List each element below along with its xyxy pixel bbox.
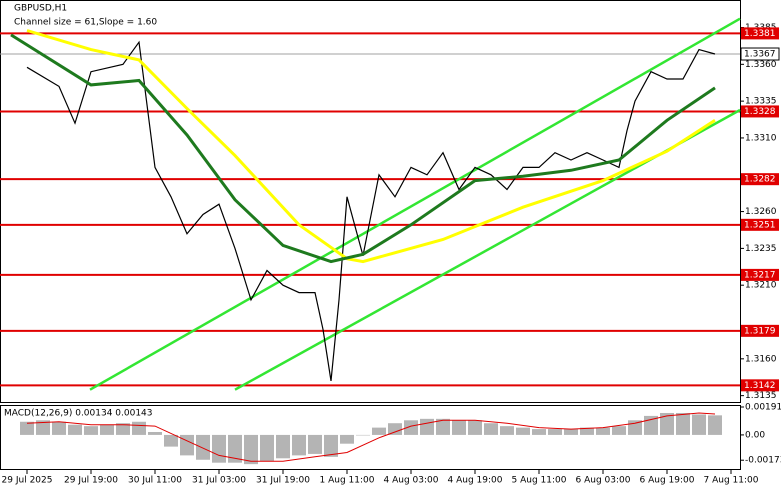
macd-bar <box>68 424 82 435</box>
macd-title: MACD(12,26,9) 0.00134 0.00143 <box>4 409 153 419</box>
macd-bar <box>484 423 498 435</box>
x-tick-label: 5 Aug 11:00 <box>512 476 567 486</box>
macd-bar <box>196 434 210 460</box>
y-tick-label: 1.3160 <box>745 354 777 364</box>
macd-bar <box>660 412 674 435</box>
macd-bar <box>468 420 482 435</box>
y-tick-label: 1.3260 <box>745 207 777 217</box>
macd-bar <box>452 420 466 435</box>
level-label: 1.3251 <box>744 220 776 230</box>
y-tick-label: 1.3360 <box>745 60 777 70</box>
y-tick-label: 1.3235 <box>745 244 777 254</box>
x-tick-label: 6 Aug 03:00 <box>576 476 631 486</box>
macd-bar <box>36 420 50 435</box>
level-tag <box>741 27 779 40</box>
macd-bar <box>436 418 450 435</box>
level-label: 1.3179 <box>744 326 776 336</box>
macd-bar <box>708 415 722 435</box>
macd-bar <box>340 434 354 444</box>
level-tag <box>741 379 779 392</box>
macd-bar <box>180 434 194 456</box>
macd-bar <box>596 427 610 435</box>
y-tick-label: -0.00173 <box>745 456 781 466</box>
y-tick-label: 1.3310 <box>745 133 777 143</box>
chart-title: GBPUSD,H1 <box>14 4 67 14</box>
x-tick-label: 7 Aug 11:00 <box>704 476 759 486</box>
macd-bar <box>324 434 338 457</box>
y-tick-label: 1.3210 <box>745 281 777 291</box>
macd-bar <box>388 423 402 435</box>
level-tag <box>741 218 779 231</box>
y-tick-label: 1.3335 <box>745 97 777 107</box>
x-tick-label: 29 Jul 19:00 <box>64 476 118 486</box>
x-tick-label: 31 Jul 03:00 <box>192 476 246 486</box>
signal-line <box>26 412 716 462</box>
level-tag <box>740 47 780 61</box>
x-tick-label: 4 Aug 19:00 <box>448 476 503 486</box>
x-tick-label: 31 Jul 19:00 <box>256 476 310 486</box>
price-line <box>26 40 716 381</box>
macd-bar <box>244 434 258 465</box>
x-tick-label: 1 Aug 11:00 <box>320 476 375 486</box>
macd-bar <box>612 426 626 435</box>
macd-bar <box>292 434 306 456</box>
macd-bar <box>420 418 434 435</box>
macd-bar <box>212 434 226 463</box>
macd-bar <box>52 421 66 435</box>
macd-bar <box>84 426 98 435</box>
chart-subtitle: Channel size = 61,Slope = 1.60 <box>14 18 157 28</box>
x-tick-label: 30 Jul 11:00 <box>128 476 182 486</box>
y-tick-label: 1.3135 <box>745 391 777 401</box>
level-label: 1.3328 <box>744 107 776 117</box>
level-label: 1.3381 <box>744 29 776 39</box>
level-label: 1.3367 <box>744 50 776 60</box>
macd-bar <box>148 431 162 435</box>
macd-bar <box>228 434 242 463</box>
level-label: 1.3282 <box>744 175 776 185</box>
level-tag <box>741 173 779 186</box>
macd-bar <box>500 426 514 435</box>
y-tick-label: 0.00191 <box>745 403 781 413</box>
macd-bar <box>260 434 274 462</box>
macd-bar <box>308 434 322 454</box>
moving-average <box>10 33 716 264</box>
macd-bar <box>564 429 578 435</box>
macd-bar <box>132 421 146 435</box>
macd-bar <box>372 427 386 435</box>
macd-bar <box>516 427 530 435</box>
macd-bar <box>20 421 34 435</box>
x-tick-label: 4 Aug 03:00 <box>384 476 439 486</box>
macd-panel <box>0 405 741 470</box>
price-panel <box>0 0 741 403</box>
macd-bar <box>532 429 546 435</box>
macd-bar <box>100 424 114 435</box>
level-label: 1.3217 <box>744 270 776 280</box>
macd-bar <box>164 434 178 447</box>
level-tag <box>741 268 779 281</box>
macd-bar <box>276 434 290 459</box>
level-tag <box>741 324 779 337</box>
macd-bar <box>692 414 706 435</box>
macd-bar <box>404 420 418 435</box>
level-tag <box>741 105 779 118</box>
plot: 1.33851.33601.33351.33101.32601.32351.32… <box>0 17 781 486</box>
x-tick-label: 29 Jul 2025 <box>2 476 53 486</box>
y-tick-label: 0.00 <box>745 430 765 440</box>
channel-line <box>89 17 741 391</box>
level-label: 1.3142 <box>744 381 776 391</box>
macd-bar <box>580 427 594 435</box>
macd-bar <box>548 429 562 435</box>
x-tick-label: 6 Aug 19:00 <box>640 476 695 486</box>
macd-bar <box>356 434 370 436</box>
macd-bar <box>116 423 130 435</box>
macd-bar <box>676 412 690 435</box>
